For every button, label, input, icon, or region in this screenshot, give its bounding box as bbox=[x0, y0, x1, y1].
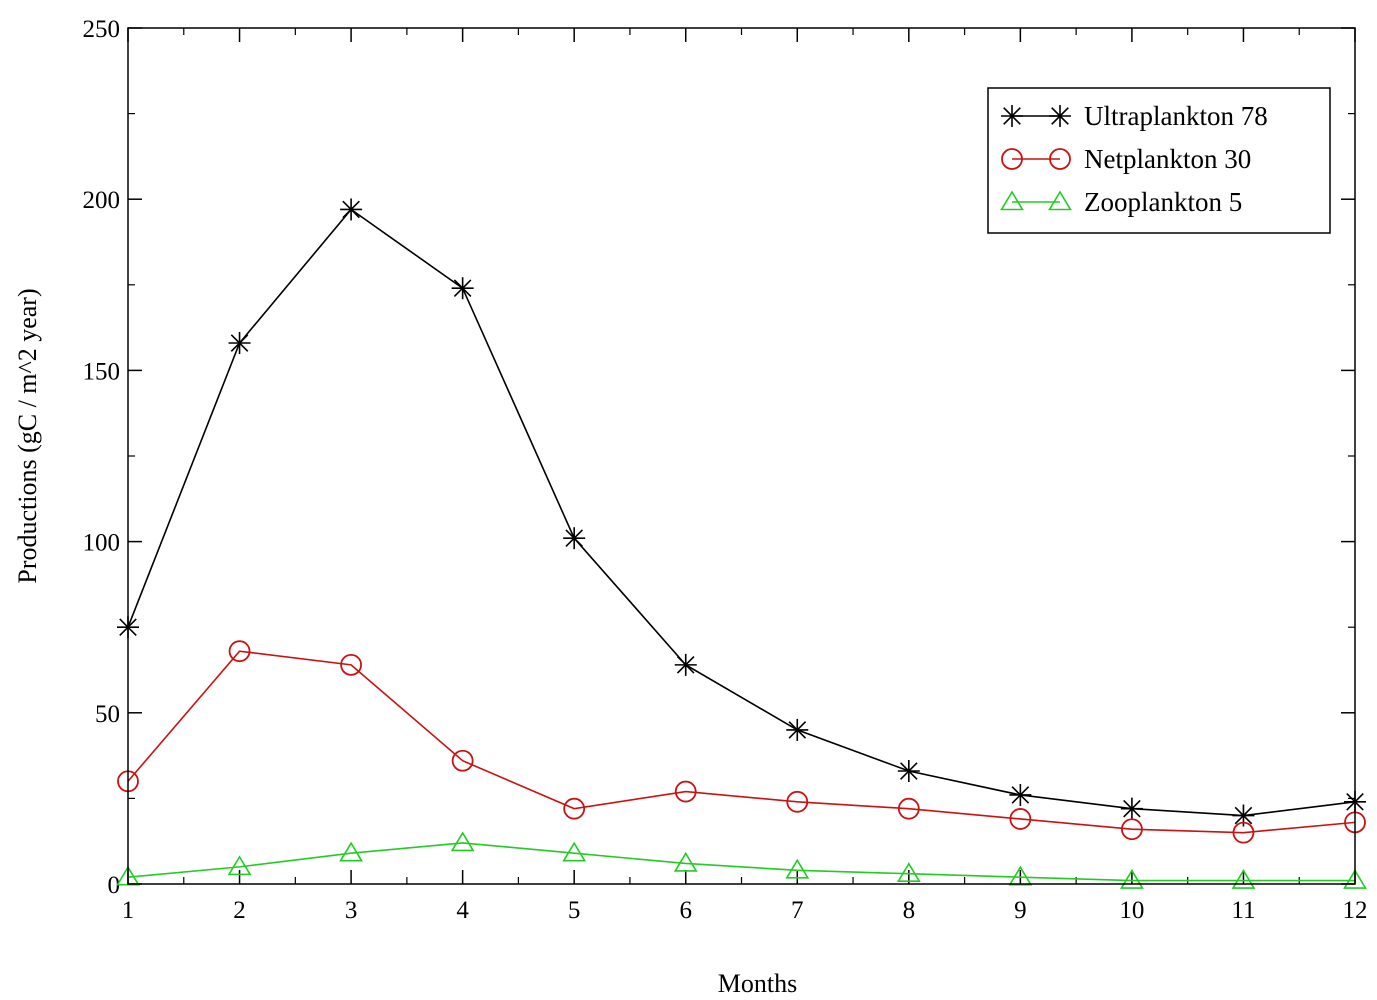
legend-box bbox=[987, 87, 1331, 234]
data-point-0-8 bbox=[897, 760, 920, 783]
plot-frame bbox=[127, 27, 1356, 885]
data-point-2-6 bbox=[673, 851, 698, 872]
data-point-2-7 bbox=[785, 858, 810, 879]
x-tick-label-2: 2 bbox=[233, 897, 246, 924]
x-tick-label-9: 9 bbox=[1014, 897, 1027, 924]
legend-marker-left-2 bbox=[1000, 190, 1024, 211]
y-tick-label-200: 200 bbox=[83, 187, 121, 214]
data-point-2-4 bbox=[450, 831, 475, 852]
series-1 bbox=[117, 640, 1366, 844]
series-line-0 bbox=[127, 208, 1356, 817]
legend-label-2: Zooplankton 5 bbox=[1084, 187, 1242, 217]
data-point-1-11 bbox=[1232, 821, 1255, 844]
legend-label-0: Ultraplankton 78 bbox=[1084, 101, 1268, 131]
x-tick-label-11: 11 bbox=[1231, 897, 1255, 924]
series-layer bbox=[116, 198, 1367, 889]
x-tick-label-8: 8 bbox=[903, 897, 916, 924]
data-point-2-10 bbox=[1119, 869, 1144, 889]
series-line-2 bbox=[127, 842, 1355, 882]
data-point-0-4 bbox=[451, 277, 474, 300]
legend-label-1: Netplankton 30 bbox=[1084, 144, 1251, 174]
data-point-2-3 bbox=[339, 841, 364, 862]
legend-marker-left-1 bbox=[1001, 148, 1023, 170]
data-point-0-9 bbox=[1009, 783, 1032, 806]
data-point-0-2 bbox=[228, 332, 251, 355]
x-axis-title: Months bbox=[718, 969, 797, 998]
y-tick-label-50: 50 bbox=[95, 701, 120, 728]
data-point-0-7 bbox=[786, 718, 809, 741]
legend-marker-right-1 bbox=[1049, 148, 1071, 170]
series-0 bbox=[117, 198, 1366, 827]
x-tick-label-5: 5 bbox=[568, 897, 581, 924]
data-point-1-8 bbox=[897, 797, 920, 820]
y-tick-label-150: 150 bbox=[83, 358, 121, 385]
data-point-1-5 bbox=[563, 797, 586, 820]
legend-entry-2: Zooplankton 5 bbox=[1000, 187, 1242, 217]
series-line-1 bbox=[127, 650, 1356, 834]
data-point-0-10 bbox=[1120, 797, 1143, 820]
x-tick-label-12: 12 bbox=[1343, 897, 1368, 924]
legend-marker-right-0 bbox=[1049, 105, 1071, 127]
data-point-2-8 bbox=[896, 862, 921, 883]
data-point-1-3 bbox=[340, 653, 362, 676]
data-point-2-2 bbox=[227, 855, 252, 876]
data-point-1-7 bbox=[786, 790, 809, 813]
y-tick-label-250: 250 bbox=[83, 16, 121, 43]
x-tick-label-10: 10 bbox=[1119, 897, 1144, 924]
data-point-2-5 bbox=[562, 841, 587, 862]
data-point-1-4 bbox=[451, 749, 474, 772]
data-point-1-2 bbox=[228, 640, 251, 663]
data-point-0-5 bbox=[563, 527, 586, 550]
data-point-2-11 bbox=[1231, 869, 1256, 889]
data-point-1-10 bbox=[1121, 818, 1143, 841]
data-point-0-3 bbox=[340, 198, 363, 221]
x-tick-label-4: 4 bbox=[456, 897, 469, 924]
x-tick-label-6: 6 bbox=[679, 897, 692, 924]
legend-entry-0: Ultraplankton 78 bbox=[1001, 101, 1268, 131]
legend-marker-left-0 bbox=[1001, 105, 1023, 127]
y-axis-title: Productions (gC / m^2 year) bbox=[13, 288, 42, 583]
legend-marker-right-2 bbox=[1048, 190, 1072, 211]
y-tick-label-0: 0 bbox=[108, 872, 121, 899]
data-point-0-6 bbox=[674, 653, 697, 676]
legend-entry-1: Netplankton 30 bbox=[1001, 144, 1251, 174]
data-point-2-12 bbox=[1343, 869, 1367, 889]
y-tick-label-100: 100 bbox=[83, 530, 121, 557]
data-point-1-9 bbox=[1009, 808, 1032, 830]
x-tick-label-7: 7 bbox=[791, 897, 804, 924]
legend: Ultraplankton 78 Netplankton 30 Zooplankto… bbox=[987, 87, 1331, 234]
x-tick-label-3: 3 bbox=[345, 897, 358, 924]
x-tick-label-1: 1 bbox=[122, 897, 135, 924]
data-point-1-6 bbox=[674, 780, 697, 803]
